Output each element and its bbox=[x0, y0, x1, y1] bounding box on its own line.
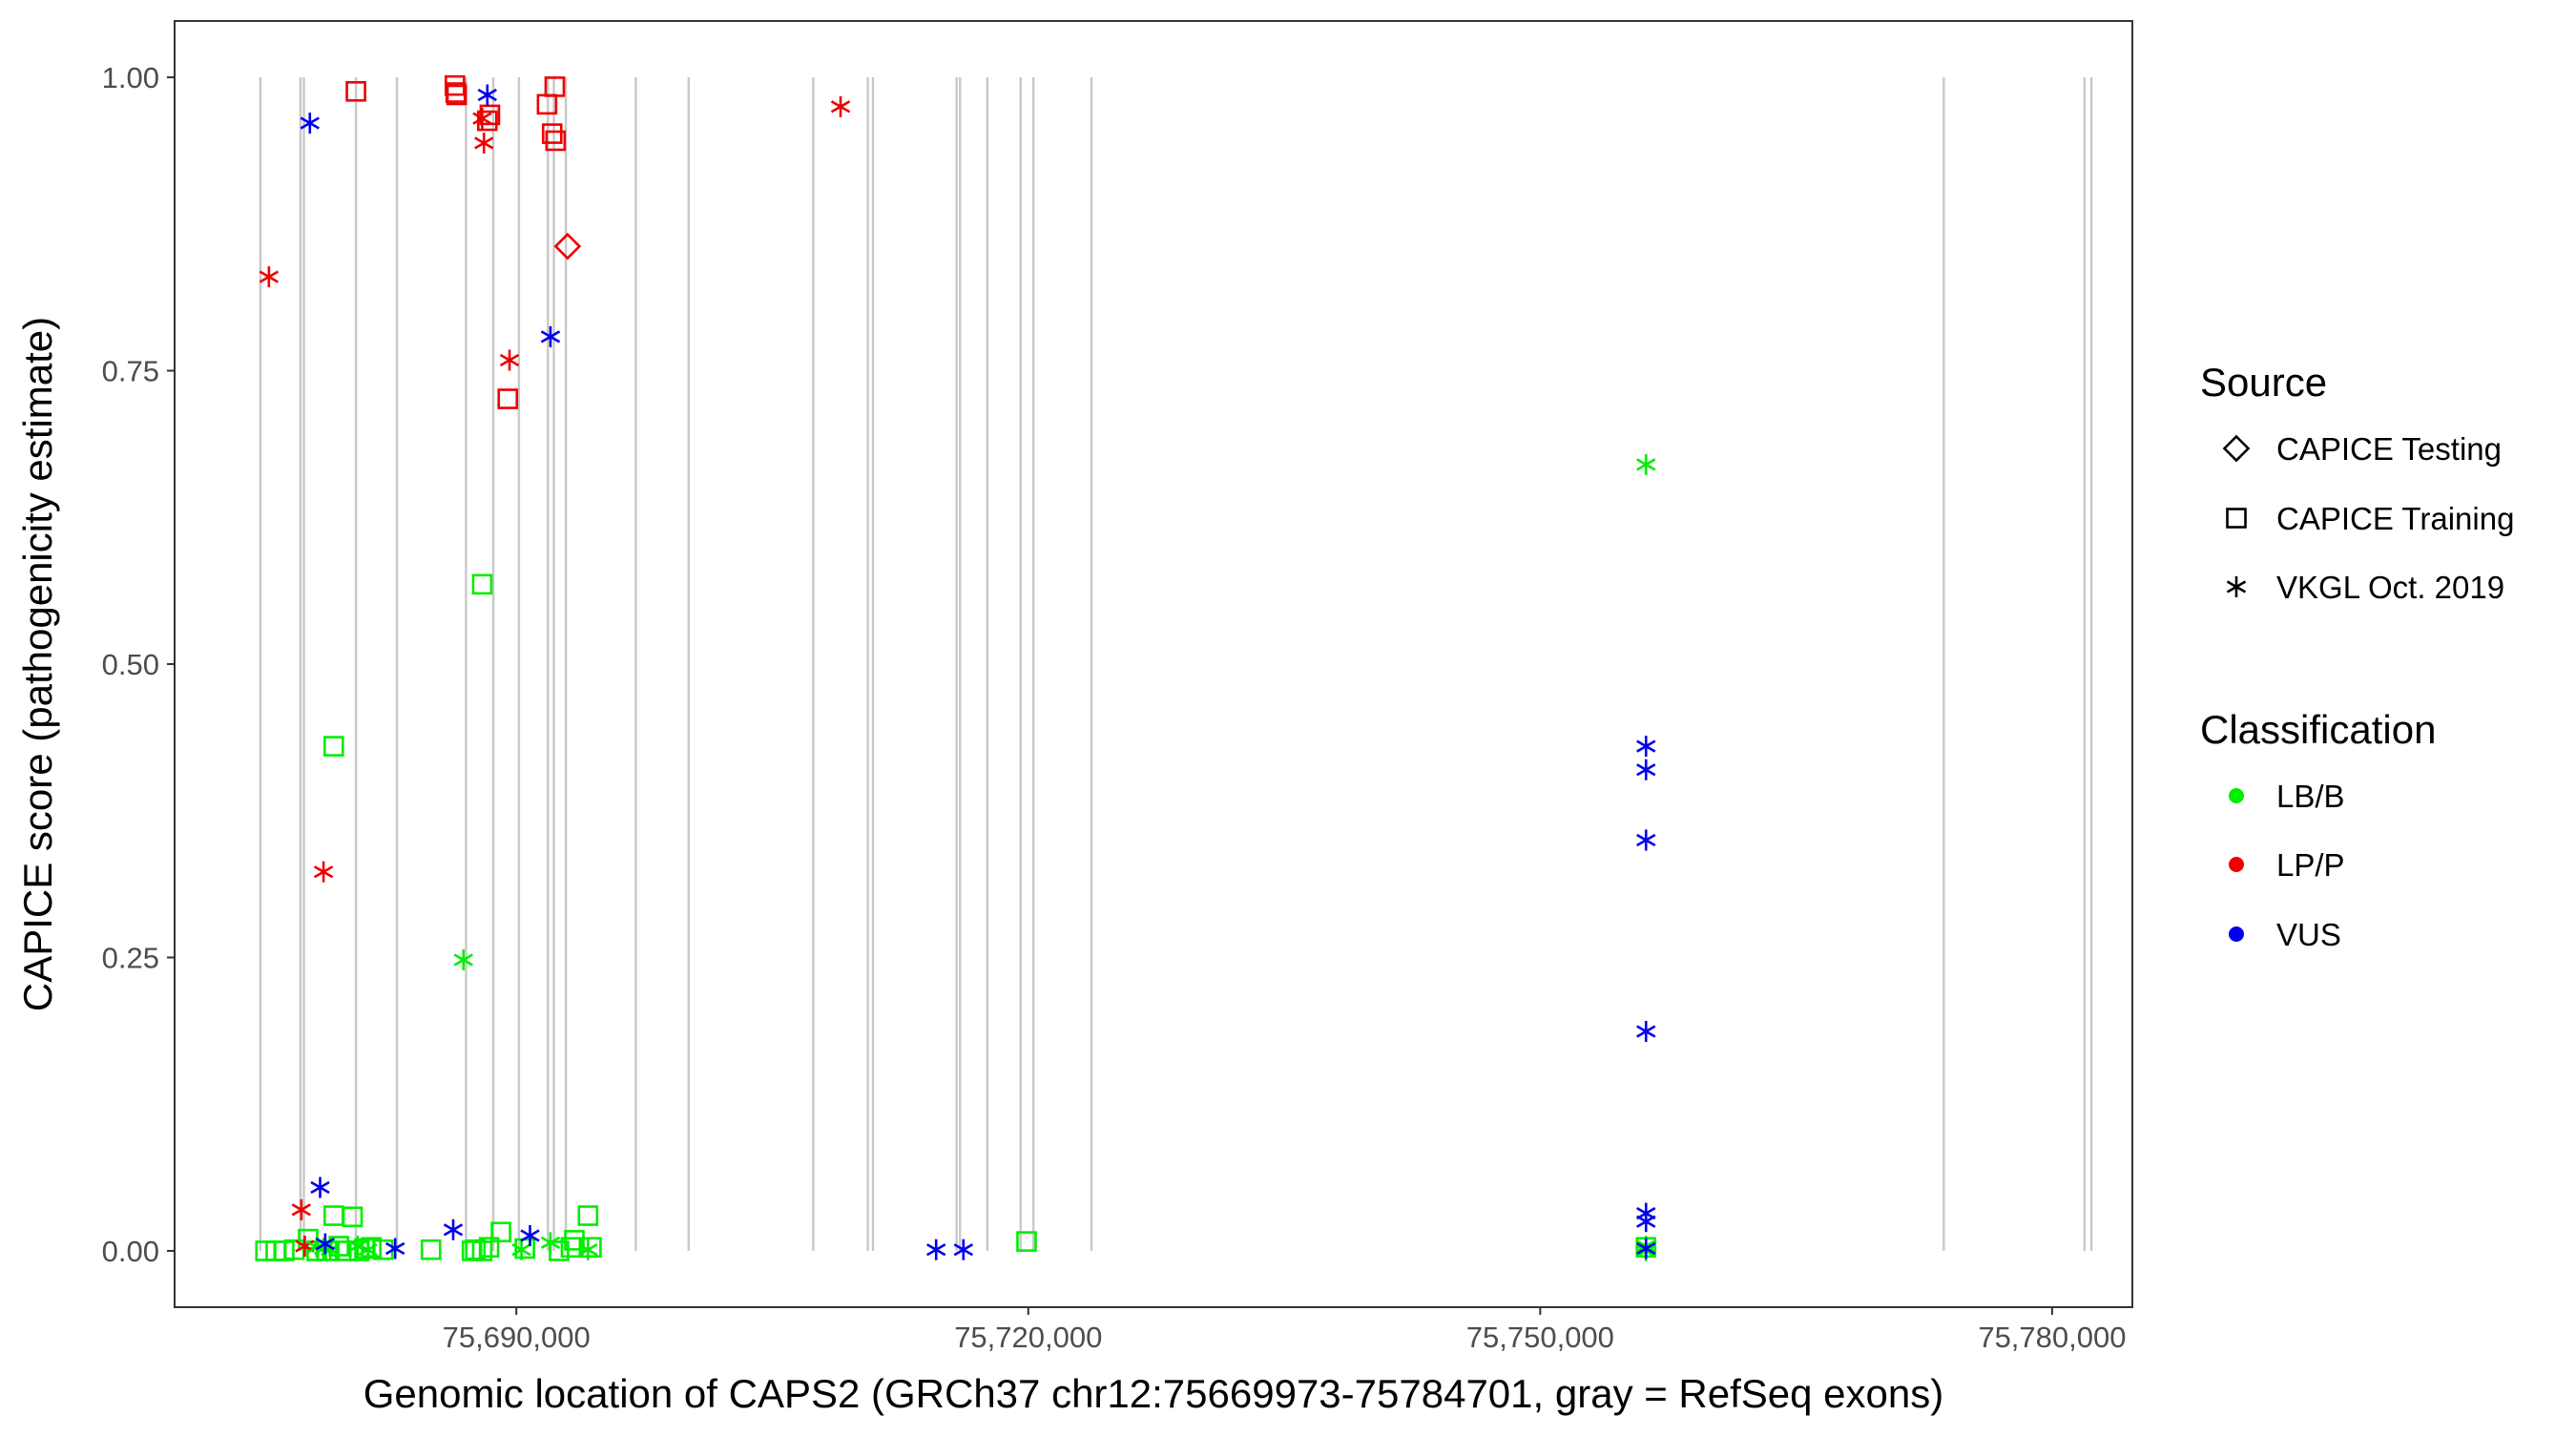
data-points bbox=[255, 74, 1657, 1261]
data-point-vkgl-oct-2019-vus bbox=[315, 1233, 336, 1255]
data-point-capice-training-lb-b bbox=[577, 1205, 599, 1226]
x-tick-label: 75,720,000 bbox=[954, 1321, 1102, 1354]
data-point-vkgl-oct-2019-vus bbox=[1636, 1238, 1656, 1259]
data-point-vkgl-oct-2019-vus bbox=[385, 1238, 405, 1259]
legend-label-classification: VUS bbox=[2276, 917, 2341, 952]
data-point-capice-training-lp-p bbox=[541, 123, 563, 144]
exon-lines bbox=[259, 77, 2093, 1251]
data-point-vkgl-oct-2019-vus bbox=[1636, 759, 1656, 780]
legend: Source CAPICE Testing CAPICE Training VKGL … bbox=[2200, 360, 2514, 952]
data-point-vkgl-oct-2019-lp-p bbox=[474, 132, 494, 154]
y-tick-label: 1.00 bbox=[102, 61, 159, 94]
data-point-vkgl-oct-2019-lp-p bbox=[313, 861, 334, 883]
plot-panel-background bbox=[175, 21, 2132, 1307]
data-point-capice-training-lp-p bbox=[545, 130, 567, 152]
legend-key-color bbox=[2229, 926, 2244, 942]
legend-key-color bbox=[2229, 857, 2244, 872]
x-tick-label: 75,690,000 bbox=[443, 1321, 591, 1354]
data-point-vkgl-oct-2019-lp-p bbox=[830, 95, 851, 117]
data-point-vkgl-oct-2019-vus bbox=[477, 84, 497, 106]
data-point-vkgl-oct-2019-lb-b bbox=[1636, 453, 1656, 475]
data-point-capice-training-lb-b bbox=[342, 1206, 364, 1228]
legend-key-square bbox=[2226, 508, 2247, 529]
data-point-capice-training-lb-b bbox=[420, 1238, 442, 1260]
data-point-capice-training-lp-p bbox=[446, 84, 467, 106]
legend-title-classification: Classification bbox=[2200, 707, 2436, 752]
data-point-vkgl-oct-2019-vus bbox=[300, 113, 320, 135]
legend-key-color bbox=[2229, 788, 2244, 803]
data-point-capice-training-lp-p bbox=[345, 80, 366, 102]
data-point-capice-training-lb-b bbox=[471, 573, 493, 595]
data-point-capice-training-lb-b bbox=[1016, 1231, 1037, 1252]
data-point-vkgl-oct-2019-lb-b bbox=[358, 1238, 378, 1260]
data-point-vkgl-oct-2019-vus bbox=[953, 1238, 973, 1260]
data-point-vkgl-oct-2019-vus bbox=[1636, 1020, 1656, 1042]
data-point-vkgl-oct-2019-lp-p bbox=[291, 1198, 312, 1220]
data-point-vkgl-oct-2019-vus bbox=[1636, 1211, 1656, 1233]
legend-label-classification: LP/P bbox=[2276, 847, 2345, 883]
legend-label-classification: LB/B bbox=[2276, 779, 2345, 814]
y-tick-label: 0.75 bbox=[102, 355, 159, 388]
data-point-vkgl-oct-2019-lb-b bbox=[578, 1238, 598, 1260]
data-point-vkgl-oct-2019-vus bbox=[520, 1224, 540, 1246]
data-point-capice-training-lb-b bbox=[478, 1237, 500, 1259]
data-point-capice-training-lp-p bbox=[497, 388, 519, 409]
data-point-vkgl-oct-2019-lb-b bbox=[347, 1236, 368, 1258]
data-point-vkgl-oct-2019-vus bbox=[540, 325, 561, 347]
legend-title-source: Source bbox=[2200, 360, 2327, 405]
legend-label-source: CAPICE Testing bbox=[2276, 431, 2502, 467]
data-point-vkgl-oct-2019-vus bbox=[1636, 829, 1656, 851]
x-tick-label: 75,780,000 bbox=[1978, 1321, 2126, 1354]
legend-key-asterisk bbox=[2226, 576, 2247, 597]
data-point-capice-training-lb-b bbox=[323, 736, 344, 757]
data-point-vkgl-oct-2019-lb-b bbox=[453, 948, 473, 970]
data-point-vkgl-oct-2019-lb-b bbox=[540, 1232, 561, 1254]
legend-key-diamond bbox=[2222, 434, 2251, 463]
data-point-vkgl-oct-2019-vus bbox=[310, 1176, 330, 1198]
data-point-vkgl-oct-2019-vus bbox=[926, 1238, 946, 1260]
legend-label-source: CAPICE Training bbox=[2276, 501, 2514, 536]
data-point-vkgl-oct-2019-vus bbox=[1636, 736, 1656, 758]
data-point-capice-training-lb-b bbox=[471, 1240, 493, 1261]
data-point-vkgl-oct-2019-vus bbox=[443, 1218, 464, 1240]
data-point-vkgl-oct-2019-lp-p bbox=[259, 266, 280, 288]
x-tick-label: 75,750,000 bbox=[1466, 1321, 1614, 1354]
y-axis-title: CAPICE score (pathogenicity estimate) bbox=[15, 317, 60, 1011]
y-tick-label: 0.00 bbox=[102, 1235, 159, 1268]
data-point-capice-testing-lp-p bbox=[553, 232, 582, 260]
data-point-capice-training-lb-b bbox=[490, 1221, 511, 1243]
data-point-vkgl-oct-2019-lp-p bbox=[472, 108, 492, 130]
data-point-vkgl-oct-2019-lb-b bbox=[511, 1238, 531, 1260]
y-tick-label: 0.50 bbox=[102, 648, 159, 681]
data-point-capice-training-lp-p bbox=[544, 76, 566, 97]
data-point-vkgl-oct-2019-lp-p bbox=[499, 349, 520, 371]
data-point-capice-training-lb-b bbox=[560, 1237, 582, 1259]
legend-label-source: VKGL Oct. 2019 bbox=[2276, 570, 2504, 605]
y-tick-label: 0.25 bbox=[102, 941, 159, 974]
x-axis-title: Genomic location of CAPS2 (GRCh37 chr12:… bbox=[364, 1371, 1944, 1416]
